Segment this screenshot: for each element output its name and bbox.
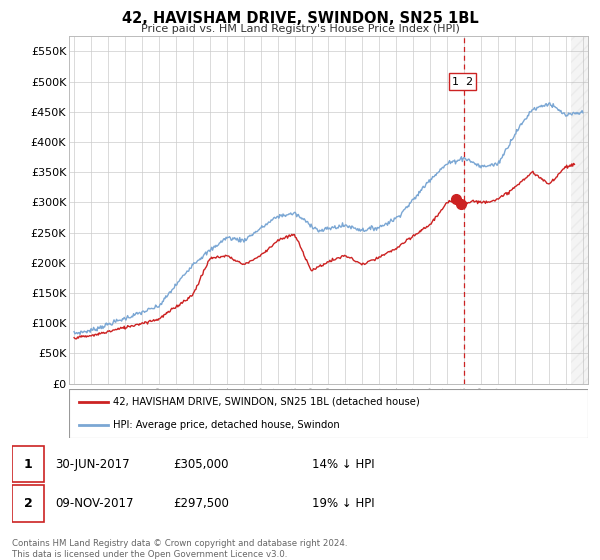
Text: Price paid vs. HM Land Registry's House Price Index (HPI): Price paid vs. HM Land Registry's House … — [140, 24, 460, 34]
Text: 1  2: 1 2 — [452, 77, 473, 87]
Text: 42, HAVISHAM DRIVE, SWINDON, SN25 1BL (detached house): 42, HAVISHAM DRIVE, SWINDON, SN25 1BL (d… — [113, 397, 420, 407]
Text: Contains HM Land Registry data © Crown copyright and database right 2024.
This d: Contains HM Land Registry data © Crown c… — [12, 539, 347, 559]
Text: 30-JUN-2017: 30-JUN-2017 — [55, 458, 130, 471]
Bar — [12, 446, 44, 482]
Text: 09-NOV-2017: 09-NOV-2017 — [55, 497, 134, 510]
Text: £297,500: £297,500 — [173, 497, 229, 510]
Text: 1: 1 — [24, 458, 32, 471]
Bar — [571, 36, 600, 384]
Bar — [12, 486, 44, 521]
Text: HPI: Average price, detached house, Swindon: HPI: Average price, detached house, Swin… — [113, 419, 340, 430]
Text: £305,000: £305,000 — [173, 458, 229, 471]
Text: 2: 2 — [24, 497, 32, 510]
Text: 14% ↓ HPI: 14% ↓ HPI — [311, 458, 374, 471]
Text: 42, HAVISHAM DRIVE, SWINDON, SN25 1BL: 42, HAVISHAM DRIVE, SWINDON, SN25 1BL — [122, 11, 478, 26]
Text: 19% ↓ HPI: 19% ↓ HPI — [311, 497, 374, 510]
